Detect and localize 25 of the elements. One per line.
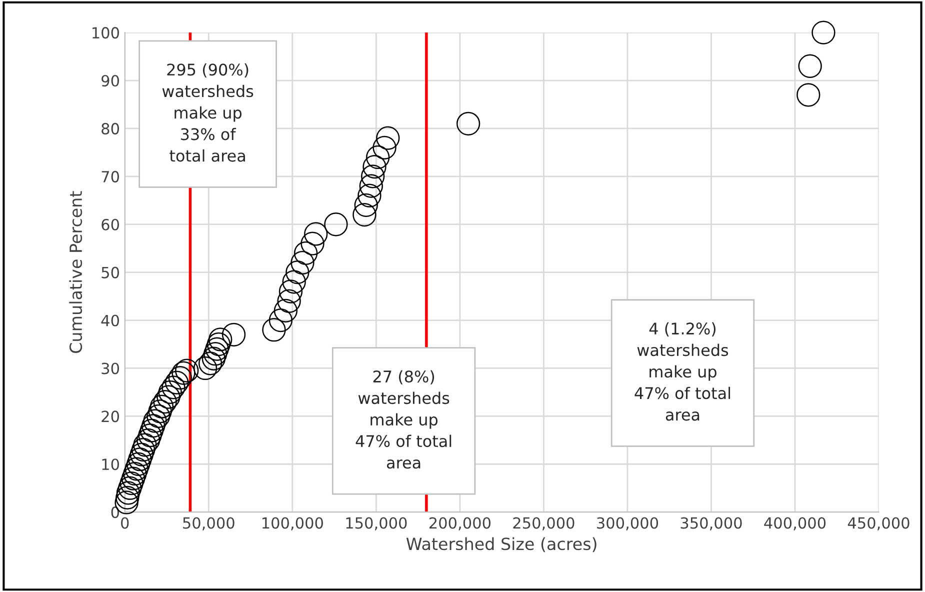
x-tick-label: 50,000	[183, 517, 234, 530]
annotation: 27 (8%) watersheds make up 47% of total area	[356, 370, 452, 469]
y-tick-label: 100	[92, 27, 119, 39]
y-tick-label: 90	[102, 74, 119, 87]
x-tick-label: 200,000	[429, 517, 491, 530]
x-tick-label: 150,000	[346, 517, 407, 530]
x-tick-label: 300,000	[597, 517, 658, 530]
y-tick-label: 40	[101, 314, 119, 326]
y-tick-label: 70	[102, 170, 119, 182]
y-tick-label: 60	[102, 218, 119, 230]
y-tick-label: 30	[102, 362, 119, 374]
y-tick-label: 10	[102, 458, 119, 470]
y-tick-label: 50	[102, 266, 119, 278]
x-tick-label: 0	[121, 517, 129, 529]
x-tick-label: 100,000	[262, 517, 323, 530]
y-axis-title: Cumulative Percent	[69, 191, 82, 353]
x-tick-label: 250,000	[513, 517, 574, 530]
annotation: 4 (1.2%) watersheds make up 47% of total area	[634, 322, 730, 421]
x-tick-label: 350,000	[680, 517, 742, 530]
y-tick-label: 80	[102, 122, 119, 134]
x-axis-title: Watershed Size (acres)	[406, 537, 596, 552]
y-tick-label: 20	[102, 410, 119, 422]
annotation: 295 (90%) watersheds make up 33% of total area	[162, 63, 254, 162]
x-tick-label: 450,000	[848, 517, 910, 530]
x-tick-label: 400,000	[764, 517, 826, 530]
